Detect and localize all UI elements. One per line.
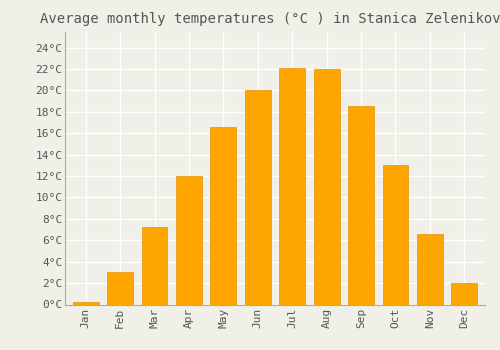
Bar bbox=[348, 106, 374, 304]
Bar bbox=[210, 127, 236, 304]
Bar bbox=[72, 302, 99, 304]
Bar bbox=[245, 90, 270, 304]
Title: Average monthly temperatures (°C ) in Stanica Zelenikovo: Average monthly temperatures (°C ) in St… bbox=[40, 12, 500, 26]
Bar bbox=[417, 234, 443, 304]
Bar bbox=[176, 176, 202, 304]
Bar bbox=[314, 69, 340, 304]
Bar bbox=[452, 283, 477, 304]
Bar bbox=[107, 272, 133, 304]
Bar bbox=[142, 228, 168, 304]
Bar bbox=[382, 165, 408, 304]
Bar bbox=[280, 68, 305, 304]
